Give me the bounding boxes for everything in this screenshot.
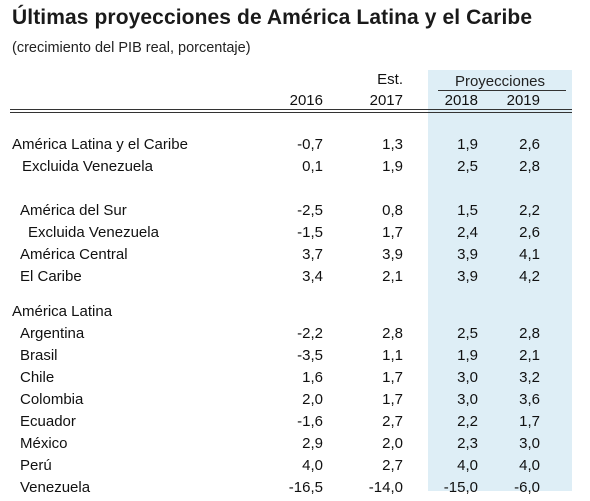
cell-2019: 2,8 — [519, 325, 540, 342]
cell-2017: 1,9 — [382, 158, 403, 175]
cell-2018: 2,2 — [457, 413, 478, 430]
cell-2017: 2,0 — [382, 435, 403, 452]
cell-2019: 3,6 — [519, 391, 540, 408]
cell-2016: 2,9 — [302, 435, 323, 452]
header-2016: 2016 — [289, 92, 323, 109]
table-row: Ecuador -1,6 2,7 2,2 1,7 — [0, 413, 590, 435]
cell-2016: 1,6 — [302, 369, 323, 386]
row-label: Excluida Venezuela — [28, 224, 159, 241]
cell-2016: 3,7 — [302, 246, 323, 263]
table-row: Colombia 2,0 1,7 3,0 3,6 — [0, 391, 590, 413]
cell-2018: 1,9 — [457, 347, 478, 364]
cell-2017: 2,7 — [382, 413, 403, 430]
cell-2017: 1,7 — [382, 369, 403, 386]
cell-2016: -1,5 — [297, 224, 323, 241]
cell-2017: 2,7 — [382, 457, 403, 474]
cell-2019: 2,1 — [519, 347, 540, 364]
row-label: América Latina y el Caribe — [12, 136, 188, 153]
row-label: América Latina — [12, 303, 113, 320]
table-row: Excluida Venezuela -1,5 1,7 2,4 2,6 — [0, 224, 590, 246]
cell-2018: 2,5 — [457, 158, 478, 175]
cell-2017: 1,3 — [382, 136, 403, 153]
cell-2018: 3,0 — [457, 391, 478, 408]
row-label: Venezuela — [20, 479, 91, 496]
table-row: Argentina -2,2 2,8 2,5 2,8 — [0, 325, 590, 347]
header-rule — [10, 109, 572, 110]
projections-underline — [438, 90, 566, 91]
page-subtitle: (crecimiento del PIB real, porcentaje) — [12, 40, 251, 56]
table-row: Brasil -3,5 1,1 1,9 2,1 — [0, 347, 590, 369]
cell-2017: 3,9 — [382, 246, 403, 263]
cell-2017: 1,7 — [382, 224, 403, 241]
cell-2018: 3,9 — [457, 268, 478, 285]
projections-header: Proyecciones — [454, 73, 546, 90]
cell-2017: 0,8 — [382, 202, 403, 219]
cell-2019: 3,0 — [519, 435, 540, 452]
row-label: Argentina — [20, 325, 85, 342]
cell-2018: 4,0 — [457, 457, 478, 474]
cell-2016: -2,2 — [297, 325, 323, 342]
cell-2017: 2,8 — [382, 325, 403, 342]
table-row: América Central 3,7 3,9 3,9 4,1 — [0, 246, 590, 268]
cell-2019: 4,1 — [519, 246, 540, 263]
cell-2018: 3,9 — [457, 246, 478, 263]
table-row: Venezuela -16,5 -14,0 -15,0 -6,0 — [0, 479, 590, 501]
header-2017: 2017 — [369, 92, 403, 109]
cell-2019: 2,6 — [519, 224, 540, 241]
cell-2018: 2,5 — [457, 325, 478, 342]
cell-2016: -1,6 — [297, 413, 323, 430]
row-label: México — [20, 435, 68, 452]
table-row: América Latina y el Caribe -0,7 1,3 1,9 … — [0, 136, 590, 158]
row-label: El Caribe — [20, 268, 82, 285]
table-row: El Caribe 3,4 2,1 3,9 4,2 — [0, 268, 590, 290]
cell-2017: -14,0 — [368, 479, 403, 496]
table-row: América del Sur -2,5 0,8 1,5 2,2 — [0, 202, 590, 224]
row-label: Colombia — [20, 391, 84, 408]
cell-2016: -3,5 — [297, 347, 323, 364]
table-row: Perú 4,0 2,7 4,0 4,0 — [0, 457, 590, 479]
cell-2016: -16,5 — [288, 479, 323, 496]
cell-2019: 2,2 — [519, 202, 540, 219]
cell-2019: 4,0 — [519, 457, 540, 474]
cell-2018: 2,4 — [457, 224, 478, 241]
header-2018: 2018 — [444, 92, 478, 109]
cell-2017: 1,7 — [382, 391, 403, 408]
cell-2016: -2,5 — [297, 202, 323, 219]
row-label: América del Sur — [20, 202, 127, 219]
projections-column-band — [428, 70, 572, 491]
row-label: Perú — [20, 457, 52, 474]
header-rule-double — [10, 112, 572, 113]
cell-2016: 0,1 — [302, 158, 323, 175]
cell-2016: 2,0 — [302, 391, 323, 408]
cell-2018: 1,5 — [457, 202, 478, 219]
cell-2019: -6,0 — [514, 479, 540, 496]
row-label: Excluida Venezuela — [22, 158, 153, 175]
cell-2018: 2,3 — [457, 435, 478, 452]
cell-2017: 1,1 — [382, 347, 403, 364]
cell-2019: 4,2 — [519, 268, 540, 285]
table-row: México 2,9 2,0 2,3 3,0 — [0, 435, 590, 457]
table-section-header: América Latina — [0, 303, 590, 325]
row-label: Chile — [20, 369, 55, 386]
cell-2019: 1,7 — [519, 413, 540, 430]
cell-2017: 2,1 — [382, 268, 403, 285]
cell-2018: 3,0 — [457, 369, 478, 386]
cell-2018: -15,0 — [443, 479, 478, 496]
cell-2016: 4,0 — [302, 457, 323, 474]
cell-2016: -0,7 — [297, 136, 323, 153]
cell-2019: 2,6 — [519, 136, 540, 153]
row-label: Ecuador — [20, 413, 76, 430]
cell-2019: 2,8 — [519, 158, 540, 175]
row-label: América Central — [20, 246, 128, 263]
header-est: Est. — [377, 71, 403, 88]
header-2019: 2019 — [506, 92, 540, 109]
page-title: Últimas proyecciones de América Latina y… — [12, 6, 533, 29]
cell-2018: 1,9 — [457, 136, 478, 153]
table-row: Chile 1,6 1,7 3,0 3,2 — [0, 369, 590, 391]
table-row: Excluida Venezuela 0,1 1,9 2,5 2,8 — [0, 158, 590, 180]
cell-2019: 3,2 — [519, 369, 540, 386]
row-label: Brasil — [20, 347, 58, 364]
cell-2016: 3,4 — [302, 268, 323, 285]
